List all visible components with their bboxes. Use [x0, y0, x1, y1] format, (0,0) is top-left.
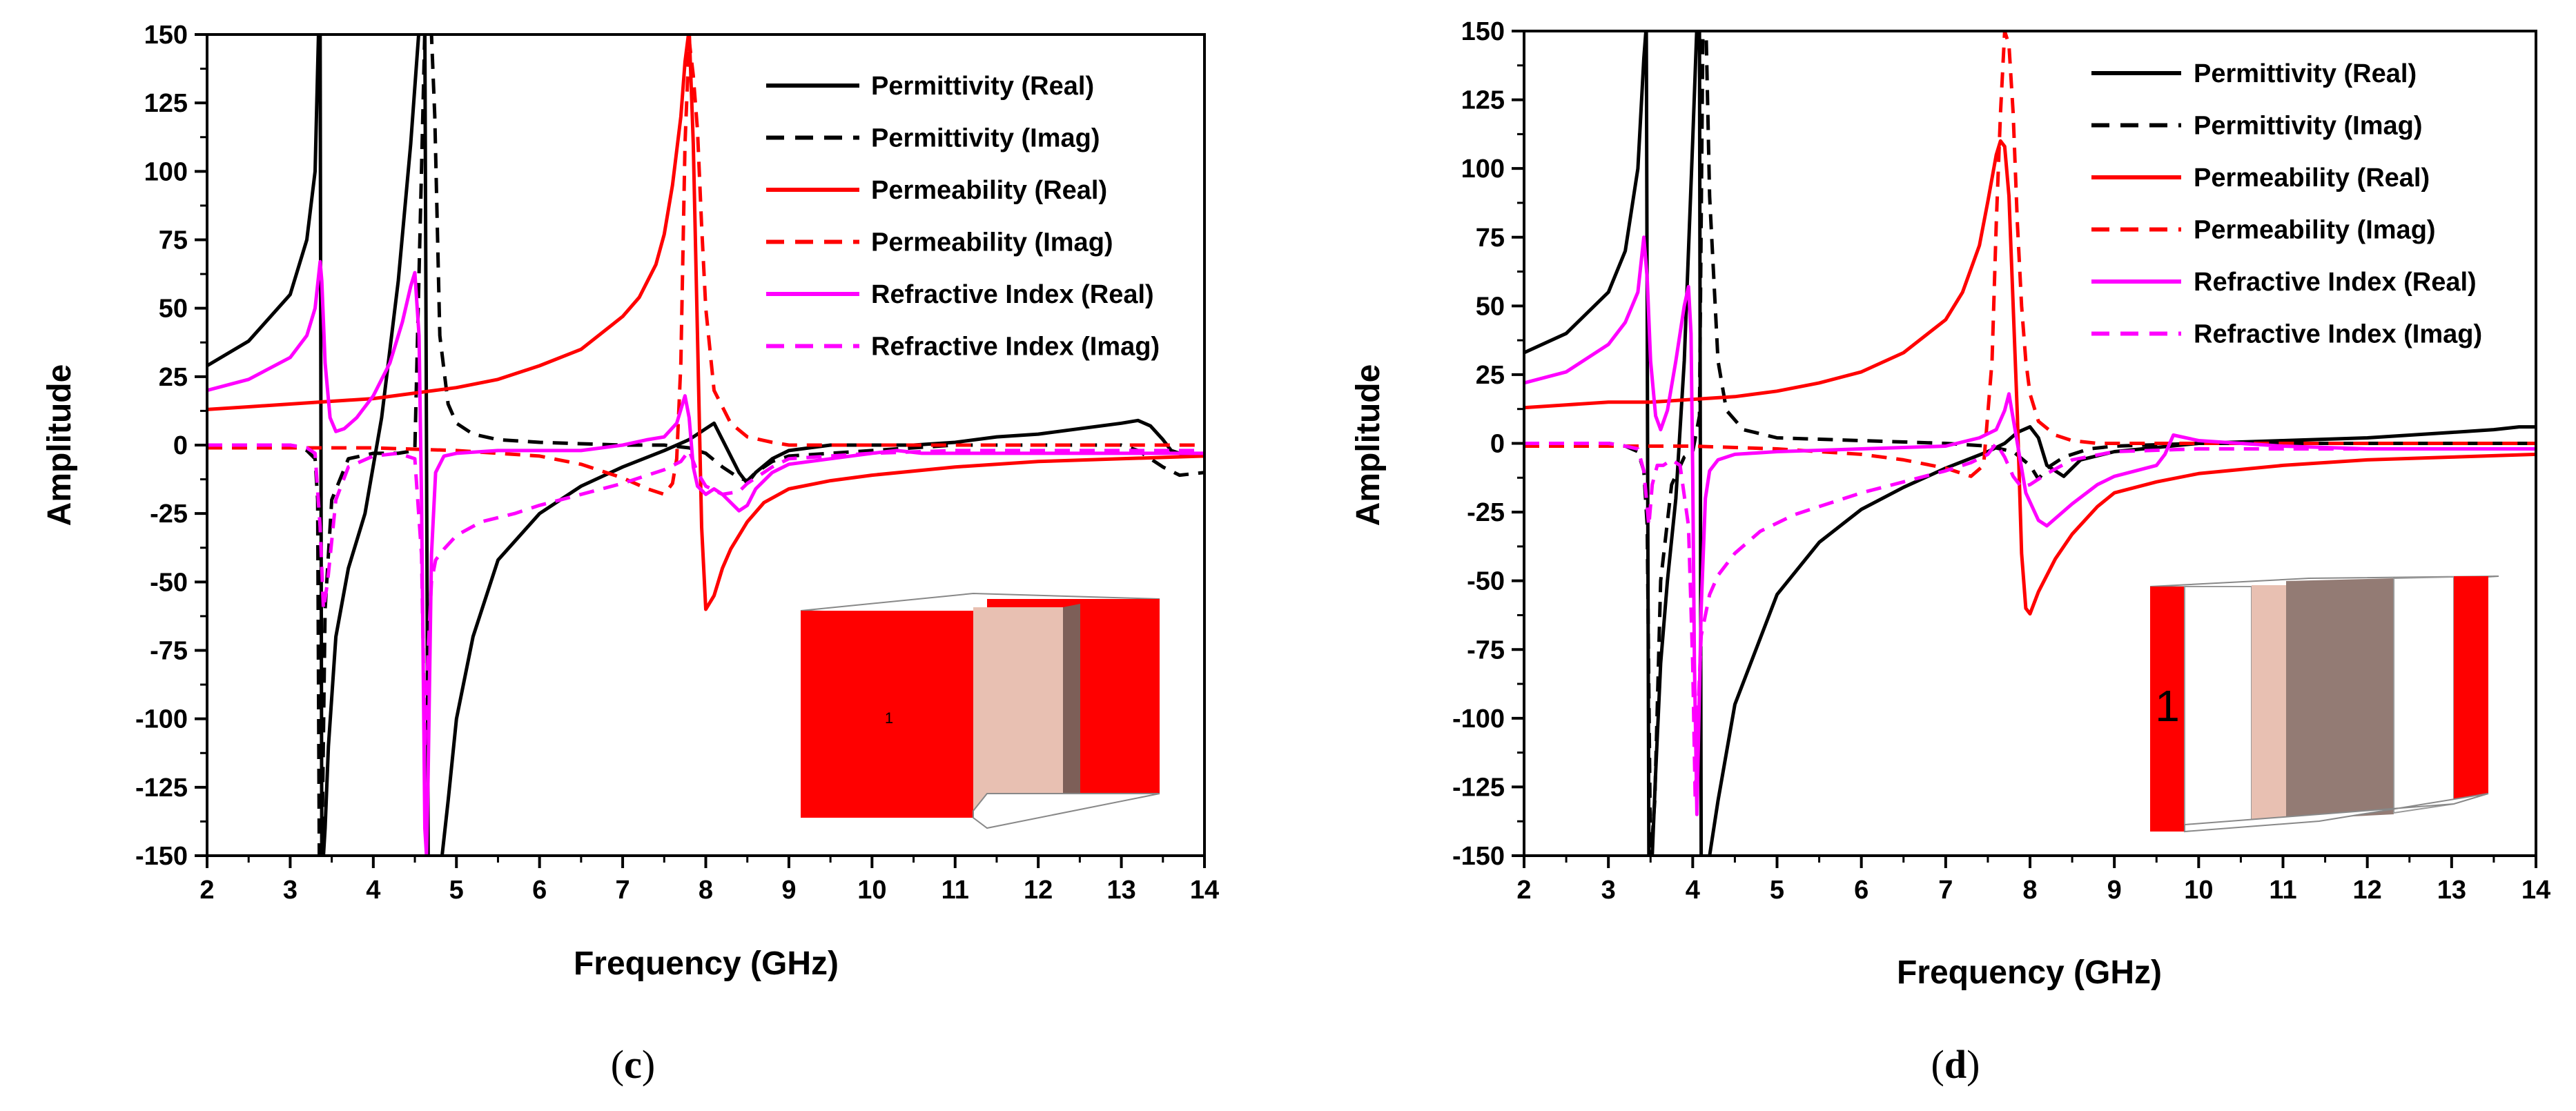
y-tick-label: 25 — [159, 363, 188, 392]
x-tick-label: 5 — [449, 876, 464, 905]
y-tick-label: -100 — [1452, 705, 1505, 734]
x-tick-label: 13 — [1106, 876, 1135, 905]
x-tick-label: 10 — [2184, 876, 2213, 905]
y-tick-label: -50 — [1467, 567, 1505, 596]
y-tick-label: 25 — [1476, 361, 1505, 390]
x-tick-label: 10 — [857, 876, 886, 905]
y-tick-label: -75 — [1467, 636, 1505, 665]
series-line-refractive-index-real — [207, 259, 1204, 856]
y-tick-label: 50 — [159, 295, 188, 324]
series-line-refractive-index-imag — [1524, 442, 2536, 803]
x-tick-label: 8 — [699, 876, 713, 905]
x-tick-label: 7 — [1938, 876, 1953, 905]
x-tick-label: 14 — [2521, 876, 2550, 905]
x-tick-label: 6 — [1854, 876, 1868, 905]
x-tick-label: 12 — [1024, 876, 1053, 905]
legend-label: Permittivity (Real) — [2194, 59, 2417, 88]
y-tick-label: -150 — [1452, 842, 1505, 871]
legend-label: Permittivity (Imag) — [2194, 112, 2423, 141]
legend-label: Permeability (Real) — [2194, 164, 2430, 193]
x-axis-label-d: Frequency (GHz) — [1897, 954, 2162, 991]
y-tick-label: 125 — [1461, 86, 1505, 115]
x-tick-label: 2 — [1516, 876, 1531, 905]
series-line-permittivity-real — [207, 35, 1204, 856]
series-line-permittivity-imag — [207, 35, 1204, 856]
series-line-permittivity-real — [1524, 31, 2536, 856]
series-line-permeability-real — [207, 35, 1204, 611]
series-line-refractive-index-imag — [207, 443, 1204, 748]
y-tick-label: 100 — [144, 157, 188, 186]
x-tick-label: 11 — [2269, 876, 2296, 905]
y-tick-label: -125 — [135, 774, 188, 803]
series-line-refractive-index-real — [1524, 235, 2536, 816]
x-tick-label: 13 — [2437, 876, 2466, 905]
y-tick-label: 150 — [1461, 17, 1505, 46]
legend-label: Refractive Index (Real) — [871, 280, 1154, 309]
x-tick-label: 3 — [283, 876, 297, 905]
y-axis-label-d: Amplitude — [1350, 364, 1387, 527]
legend-label: Permeability (Imag) — [871, 228, 1113, 257]
x-tick-label: 5 — [1770, 876, 1784, 905]
panel-label-d: (d) — [1931, 1042, 1980, 1087]
x-axis-label-c: Frequency (GHz) — [574, 945, 839, 982]
y-tick-label: -25 — [1467, 498, 1505, 527]
x-tick-label: 8 — [2022, 876, 2037, 905]
y-tick-label: 100 — [1461, 155, 1505, 184]
legend-label: Permittivity (Real) — [871, 72, 1094, 101]
panel-letter-c: c — [624, 1042, 642, 1087]
legend-label: Refractive Index (Imag) — [2194, 320, 2482, 349]
inset-label-c: 1 — [885, 709, 893, 727]
panel-label-c: (c) — [611, 1042, 655, 1087]
x-tick-label: 4 — [366, 876, 380, 905]
inset-unit-cell-d: 1 — [2149, 576, 2499, 833]
series-line-permeability-real — [1524, 139, 2536, 616]
legend-label: Refractive Index (Imag) — [871, 333, 1160, 362]
x-tick-label: 6 — [532, 876, 547, 905]
y-tick-label: 0 — [173, 431, 188, 460]
x-tick-label: 12 — [2353, 876, 2382, 905]
x-tick-label: 9 — [781, 876, 796, 905]
x-tick-label: 11 — [941, 876, 969, 905]
y-tick-label: 150 — [144, 21, 188, 50]
legend-label: Permittivity (Imag) — [871, 124, 1100, 153]
y-tick-label: -50 — [150, 568, 188, 597]
x-tick-label: 7 — [616, 876, 630, 905]
legend-label: Permeability (Real) — [871, 176, 1107, 205]
y-tick-label: 50 — [1476, 292, 1505, 321]
chart-panel-d: 1 2 3 4 5 6 7 8 9 10 11 12 13 14 150 125 100 75 50 25 0 -25 -… — [1350, 17, 2550, 1087]
y-tick-label: -125 — [1452, 773, 1505, 802]
y-axis-label-c: Amplitude — [41, 364, 78, 527]
legend-label: Permeability (Imag) — [2194, 216, 2436, 245]
x-tick-label: 9 — [2107, 876, 2122, 905]
inset-unit-cell-c: 1 — [800, 592, 1160, 829]
y-tick-label: 75 — [1476, 224, 1505, 253]
inset-label-d: 1 — [2155, 681, 2180, 731]
y-tick-label: 125 — [144, 89, 188, 118]
y-tick-label: -100 — [135, 705, 188, 734]
chart-panel-c: 1 2 3 4 5 6 7 8 9 10 11 12 13 14 150 125 100 75 50 25 0 -25 -… — [41, 21, 1219, 1087]
y-tick-label: 0 — [1490, 430, 1505, 459]
series-line-permeability-imag — [207, 38, 1204, 496]
y-tick-label: 75 — [159, 226, 188, 255]
y-tick-label: -150 — [135, 842, 188, 871]
series-line-permeability-imag — [1524, 31, 2536, 478]
legend-label: Refractive Index (Real) — [2194, 268, 2477, 297]
x-tick-label: 14 — [1190, 876, 1219, 905]
x-tick-label: 3 — [1601, 876, 1616, 905]
panel-letter-d: d — [1944, 1042, 1967, 1087]
y-tick-label: -25 — [150, 500, 188, 529]
y-tick-label: -75 — [150, 637, 188, 666]
x-tick-label: 4 — [1686, 876, 1700, 905]
x-tick-label: 2 — [199, 876, 214, 905]
